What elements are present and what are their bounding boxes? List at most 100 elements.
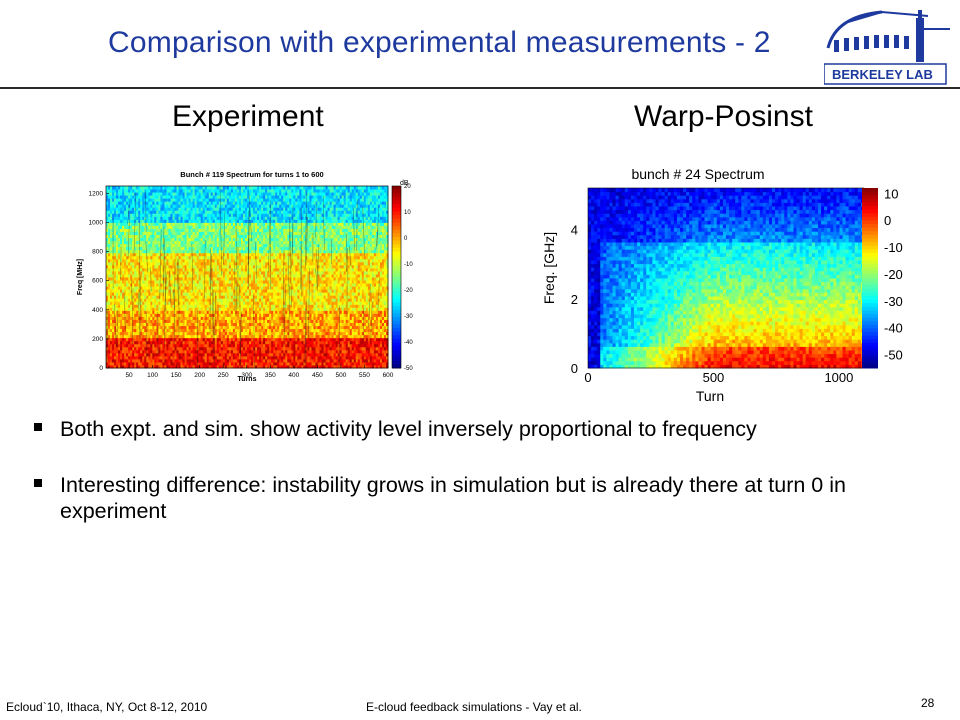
exp-heat-cell: [198, 210, 202, 214]
exp-heat-cell: [128, 322, 131, 327]
exp-heat-cell: [226, 234, 230, 239]
exp-heat-cell: [154, 352, 157, 357]
exp-heat-cell: [208, 243, 212, 248]
exp-heat-cell: [166, 334, 169, 339]
exp-heat-cell: [168, 334, 171, 339]
exp-heat-cell: [160, 210, 163, 214]
exp-heat-cell: [150, 270, 153, 275]
exp-heat-cell: [136, 246, 139, 251]
exp-heat-cell: [198, 192, 202, 196]
exp-heat-cell: [124, 249, 127, 254]
exp-heat-cell: [186, 234, 190, 239]
exp-heat-cell: [180, 328, 184, 333]
exp-heat-cell: [242, 222, 246, 226]
exp-heat-cell: [144, 346, 147, 351]
exp-heat-cell: [190, 328, 194, 333]
exp-heat-cell: [146, 192, 149, 196]
exp-heat-cell: [118, 261, 121, 266]
exp-heat-cell: [210, 349, 214, 354]
exp-heat-cell: [210, 240, 214, 245]
exp-heat-cell: [238, 349, 242, 354]
exp-heat-cell: [255, 349, 258, 354]
exp-heat-cell: [190, 310, 194, 314]
exp-heat-cell: [267, 313, 270, 317]
exp-heat-cell: [249, 207, 252, 211]
exp-heat-cell: [196, 207, 200, 211]
exp-heat-cell: [234, 258, 238, 263]
exp-heat-cell: [220, 286, 224, 290]
exp-heat-cell: [244, 286, 248, 290]
exp-heat-cell: [212, 237, 216, 242]
exp-heat-cell: [130, 207, 133, 211]
exp-heat-cell: [166, 231, 169, 236]
exp-heat-cell: [184, 258, 188, 263]
exp-heat-cell: [267, 207, 270, 211]
exp-heat-cell: [247, 219, 250, 223]
exp-heat-cell: [174, 301, 177, 305]
exp-heat-cell: [206, 198, 210, 202]
exp-heat-cell: [176, 352, 180, 357]
exp-heat-cell: [202, 192, 206, 196]
exp-heat-cell: [259, 286, 262, 290]
exp-heat-cell: [267, 192, 270, 196]
exp-heat-cell: [253, 210, 256, 214]
exp-heat-cell: [216, 355, 220, 360]
exp-heat-cell: [236, 295, 240, 299]
exp-heat-cell: [172, 346, 175, 351]
exp-heat-cell: [144, 307, 147, 311]
exp-heat-cell: [170, 322, 173, 327]
exp-heat-cell: [222, 264, 226, 269]
exp-heat-cell: [142, 361, 145, 366]
exp-heat-cell: [257, 346, 260, 351]
exp-heat-cell: [210, 280, 214, 284]
exp-heat-cell: [112, 304, 115, 308]
exp-heat-cell: [196, 283, 200, 287]
exp-heat-cell: [160, 219, 163, 223]
exp-heat-cell: [263, 198, 266, 202]
exp-heat-cell: [166, 292, 169, 296]
exp-heat-cell: [170, 286, 173, 290]
exp-heat-cell: [142, 295, 145, 299]
exp-heat-cell: [110, 313, 113, 317]
exp-heat-cell: [122, 361, 125, 366]
exp-heat-cell: [267, 280, 270, 284]
exp-heat-cell: [204, 234, 208, 239]
exp-heat-cell: [240, 283, 244, 287]
exp-heat-cell: [226, 204, 230, 208]
exp-heat-cell: [136, 331, 139, 336]
exp-heat-cell: [160, 352, 163, 357]
exp-heat-cell: [214, 252, 218, 257]
exp-heat-cell: [220, 298, 224, 302]
exp-heat-cell: [242, 195, 246, 199]
exp-heat-cell: [144, 198, 147, 202]
exp-heat-cell: [118, 195, 121, 199]
exp-heat-cell: [206, 186, 210, 190]
exp-heat-cell: [214, 189, 218, 193]
exp-heat-cell: [232, 337, 236, 342]
exp-heat-cell: [200, 352, 204, 357]
exp-heat-cell: [212, 201, 216, 205]
exp-heat-cell: [200, 364, 204, 369]
exp-heat-cell: [124, 240, 127, 245]
exp-heat-cell: [265, 361, 268, 366]
exp-heat-cell: [126, 192, 129, 196]
exp-heat-cell: [180, 201, 184, 205]
exp-heat-cell: [172, 325, 175, 330]
exp-heat-cell: [269, 258, 272, 263]
exp-heat-cell: [186, 261, 190, 266]
exp-heat-cell: [200, 246, 204, 251]
exp-heat-cell: [130, 195, 133, 199]
exp-heat-cell: [172, 295, 175, 299]
exp-heat-cell: [249, 283, 252, 287]
exp-heat-cell: [206, 222, 210, 226]
exp-heat-cell: [244, 328, 248, 333]
exp-heat-cell: [216, 255, 220, 260]
exp-heat-cell: [138, 313, 141, 317]
exp-heat-cell: [192, 252, 196, 257]
exp-heat-cell: [269, 316, 272, 320]
exp-heat-cell: [230, 261, 234, 266]
exp-heat-cell: [240, 334, 244, 339]
exp-heat-cell: [132, 252, 135, 257]
exp-heat-cell: [142, 334, 145, 339]
exp-heat-cell: [112, 258, 115, 263]
